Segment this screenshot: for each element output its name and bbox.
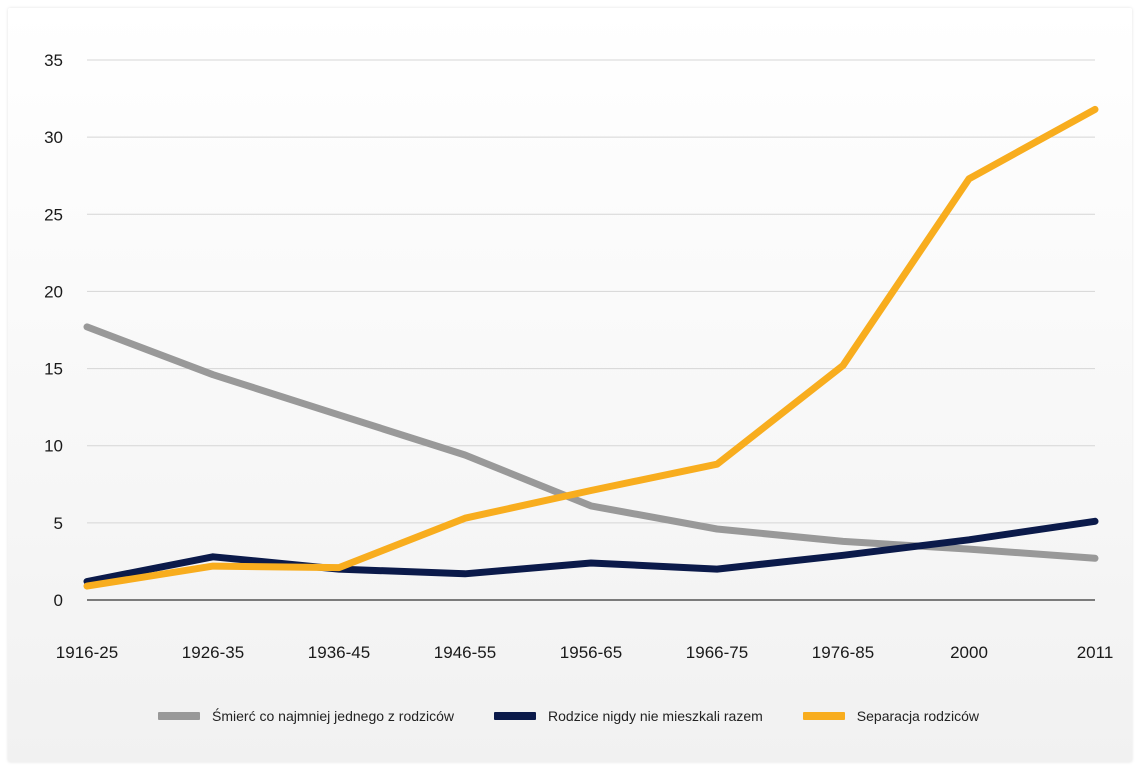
legend-item: Rodzice nigdy nie mieszkali razem — [494, 708, 763, 724]
gridlines — [87, 59, 1095, 601]
series-line-1 — [83, 517, 1099, 585]
y-tick-label: 20 — [44, 282, 63, 301]
y-tick-label: 15 — [44, 360, 63, 379]
y-tick-label: 30 — [44, 128, 63, 147]
legend-item: Separacja rodziców — [802, 708, 979, 724]
x-tick-label: 1916-25 — [56, 643, 118, 662]
legend-item: Śmierć co najmniej jednego z rodziców — [158, 708, 454, 724]
chart-card — [8, 8, 1132, 762]
series-line-2 — [83, 105, 1099, 590]
legend-swatch — [802, 712, 845, 720]
x-tick-label: 1956-65 — [560, 643, 622, 662]
x-axis-ticks: 1916-25 1926-35 1936-45 1946-55 1956-65 1966-… — [56, 643, 1113, 662]
x-tick-label: 1946-55 — [434, 643, 496, 662]
chart-legend: Śmierć co najmniej jednego z rodziców Rod… — [0, 708, 1137, 724]
y-tick-label: 35 — [44, 51, 63, 70]
x-tick-label: 1976-85 — [812, 643, 874, 662]
x-tick-label: 2000 — [950, 643, 988, 662]
x-tick-label: 1936-45 — [308, 643, 370, 662]
legend-swatch — [158, 712, 201, 720]
legend-swatch — [494, 712, 537, 720]
series-line-0 — [83, 323, 1099, 562]
y-tick-label: 0 — [54, 591, 63, 610]
x-tick-label: 2011 — [1077, 643, 1114, 662]
legend-label: Separacja rodziców — [856, 708, 979, 724]
y-axis-ticks: 0 5 10 15 20 25 30 35 — [44, 51, 63, 610]
legend-label: Śmierć co najmniej jednego z rodziców — [212, 708, 455, 724]
legend-label: Rodzice nigdy nie mieszkali razem — [548, 708, 763, 724]
series-lines — [83, 105, 1099, 590]
x-tick-label: 1926-35 — [182, 643, 244, 662]
x-tick-label: 1966-75 — [686, 643, 748, 662]
y-tick-label: 5 — [54, 514, 63, 533]
y-tick-label: 10 — [44, 437, 63, 456]
y-tick-label: 25 — [44, 205, 63, 224]
